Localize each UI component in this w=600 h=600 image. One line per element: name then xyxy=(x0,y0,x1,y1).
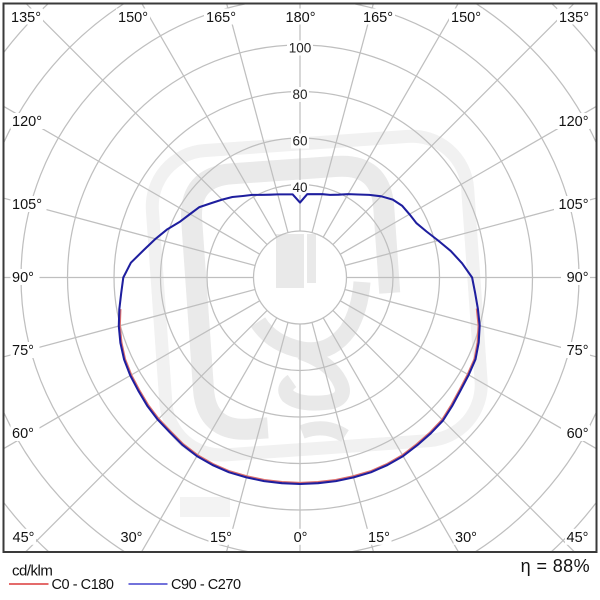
svg-text:120°: 120° xyxy=(12,114,42,130)
svg-text:150°: 150° xyxy=(451,10,481,26)
svg-text:60°: 60° xyxy=(567,426,589,442)
svg-text:165°: 165° xyxy=(206,10,236,26)
svg-text:90°: 90° xyxy=(12,270,34,286)
svg-text:15°: 15° xyxy=(210,530,232,546)
svg-text:60: 60 xyxy=(292,134,307,149)
svg-text:135°: 135° xyxy=(11,10,41,26)
svg-text:75°: 75° xyxy=(567,343,589,359)
svg-text:80: 80 xyxy=(292,87,307,102)
svg-text:75°: 75° xyxy=(12,343,34,359)
svg-text:100: 100 xyxy=(289,41,312,56)
svg-text:0°: 0° xyxy=(294,530,308,546)
svg-text:C90 - C270: C90 - C270 xyxy=(171,577,241,593)
svg-text:105°: 105° xyxy=(559,197,589,213)
svg-text:30°: 30° xyxy=(121,530,143,546)
svg-text:135°: 135° xyxy=(559,10,589,26)
svg-text:30°: 30° xyxy=(455,530,477,546)
svg-text:180°: 180° xyxy=(286,10,316,26)
svg-text:90°: 90° xyxy=(567,270,589,286)
svg-text:165°: 165° xyxy=(363,10,393,26)
svg-text:45°: 45° xyxy=(567,530,589,546)
svg-text:C0 - C180: C0 - C180 xyxy=(52,577,114,593)
svg-text:150°: 150° xyxy=(118,10,148,26)
svg-text:15°: 15° xyxy=(368,530,390,546)
svg-text:η = 88%: η = 88% xyxy=(521,556,590,576)
svg-text:60°: 60° xyxy=(12,426,34,442)
svg-text:cd/klm: cd/klm xyxy=(12,563,52,580)
svg-text:105°: 105° xyxy=(12,197,42,213)
svg-text:45°: 45° xyxy=(13,530,35,546)
svg-text:40: 40 xyxy=(292,180,307,195)
svg-text:120°: 120° xyxy=(559,114,589,130)
